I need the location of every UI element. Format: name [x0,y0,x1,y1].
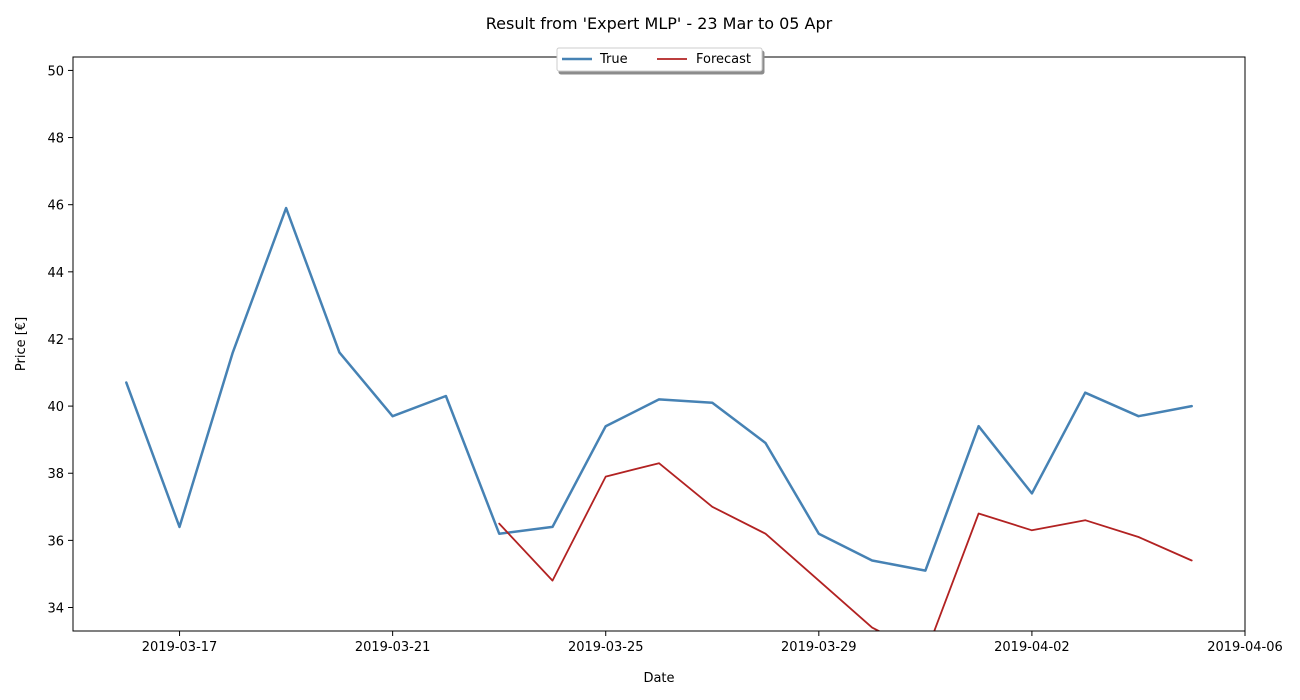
x-axis: 2019-03-17 2019-03-21 2019-03-25 2019-03-29… [142,631,1283,655]
y-tick-label: 36 [47,534,64,549]
series-layer [125,206,1193,631]
x-tick-label: 2019-03-25 [568,640,644,655]
y-tick-label: 50 [47,64,64,79]
y-axis-label: Price [€] [14,317,29,371]
legend: True Forecast [556,47,763,72]
series-line-true [125,206,1193,572]
y-tick-label: 38 [47,467,64,482]
chart-title: Result from 'Expert MLP' - 23 Mar to 05 … [486,14,833,33]
x-tick-label: 2019-04-06 [1207,640,1283,655]
legend-label-forecast: Forecast [696,52,751,67]
plot-frame [72,56,1246,632]
x-tick-label: 2019-04-02 [994,640,1070,655]
x-axis-label: Date [643,671,674,686]
y-tick-label: 40 [47,400,64,415]
y-tick-label: 34 [47,602,64,617]
y-tick-label: 46 [47,199,64,214]
series-line-forecast [498,462,1193,631]
y-tick-label: 44 [47,266,64,281]
legend-label-true: True [599,52,628,67]
y-tick-label: 42 [47,333,64,348]
y-axis: 34 36 38 40 42 44 46 48 50 [47,64,73,617]
x-tick-label: 2019-03-21 [355,640,431,655]
y-tick-label: 48 [47,132,64,147]
x-tick-label: 2019-03-17 [142,640,218,655]
x-tick-label: 2019-03-29 [781,640,857,655]
